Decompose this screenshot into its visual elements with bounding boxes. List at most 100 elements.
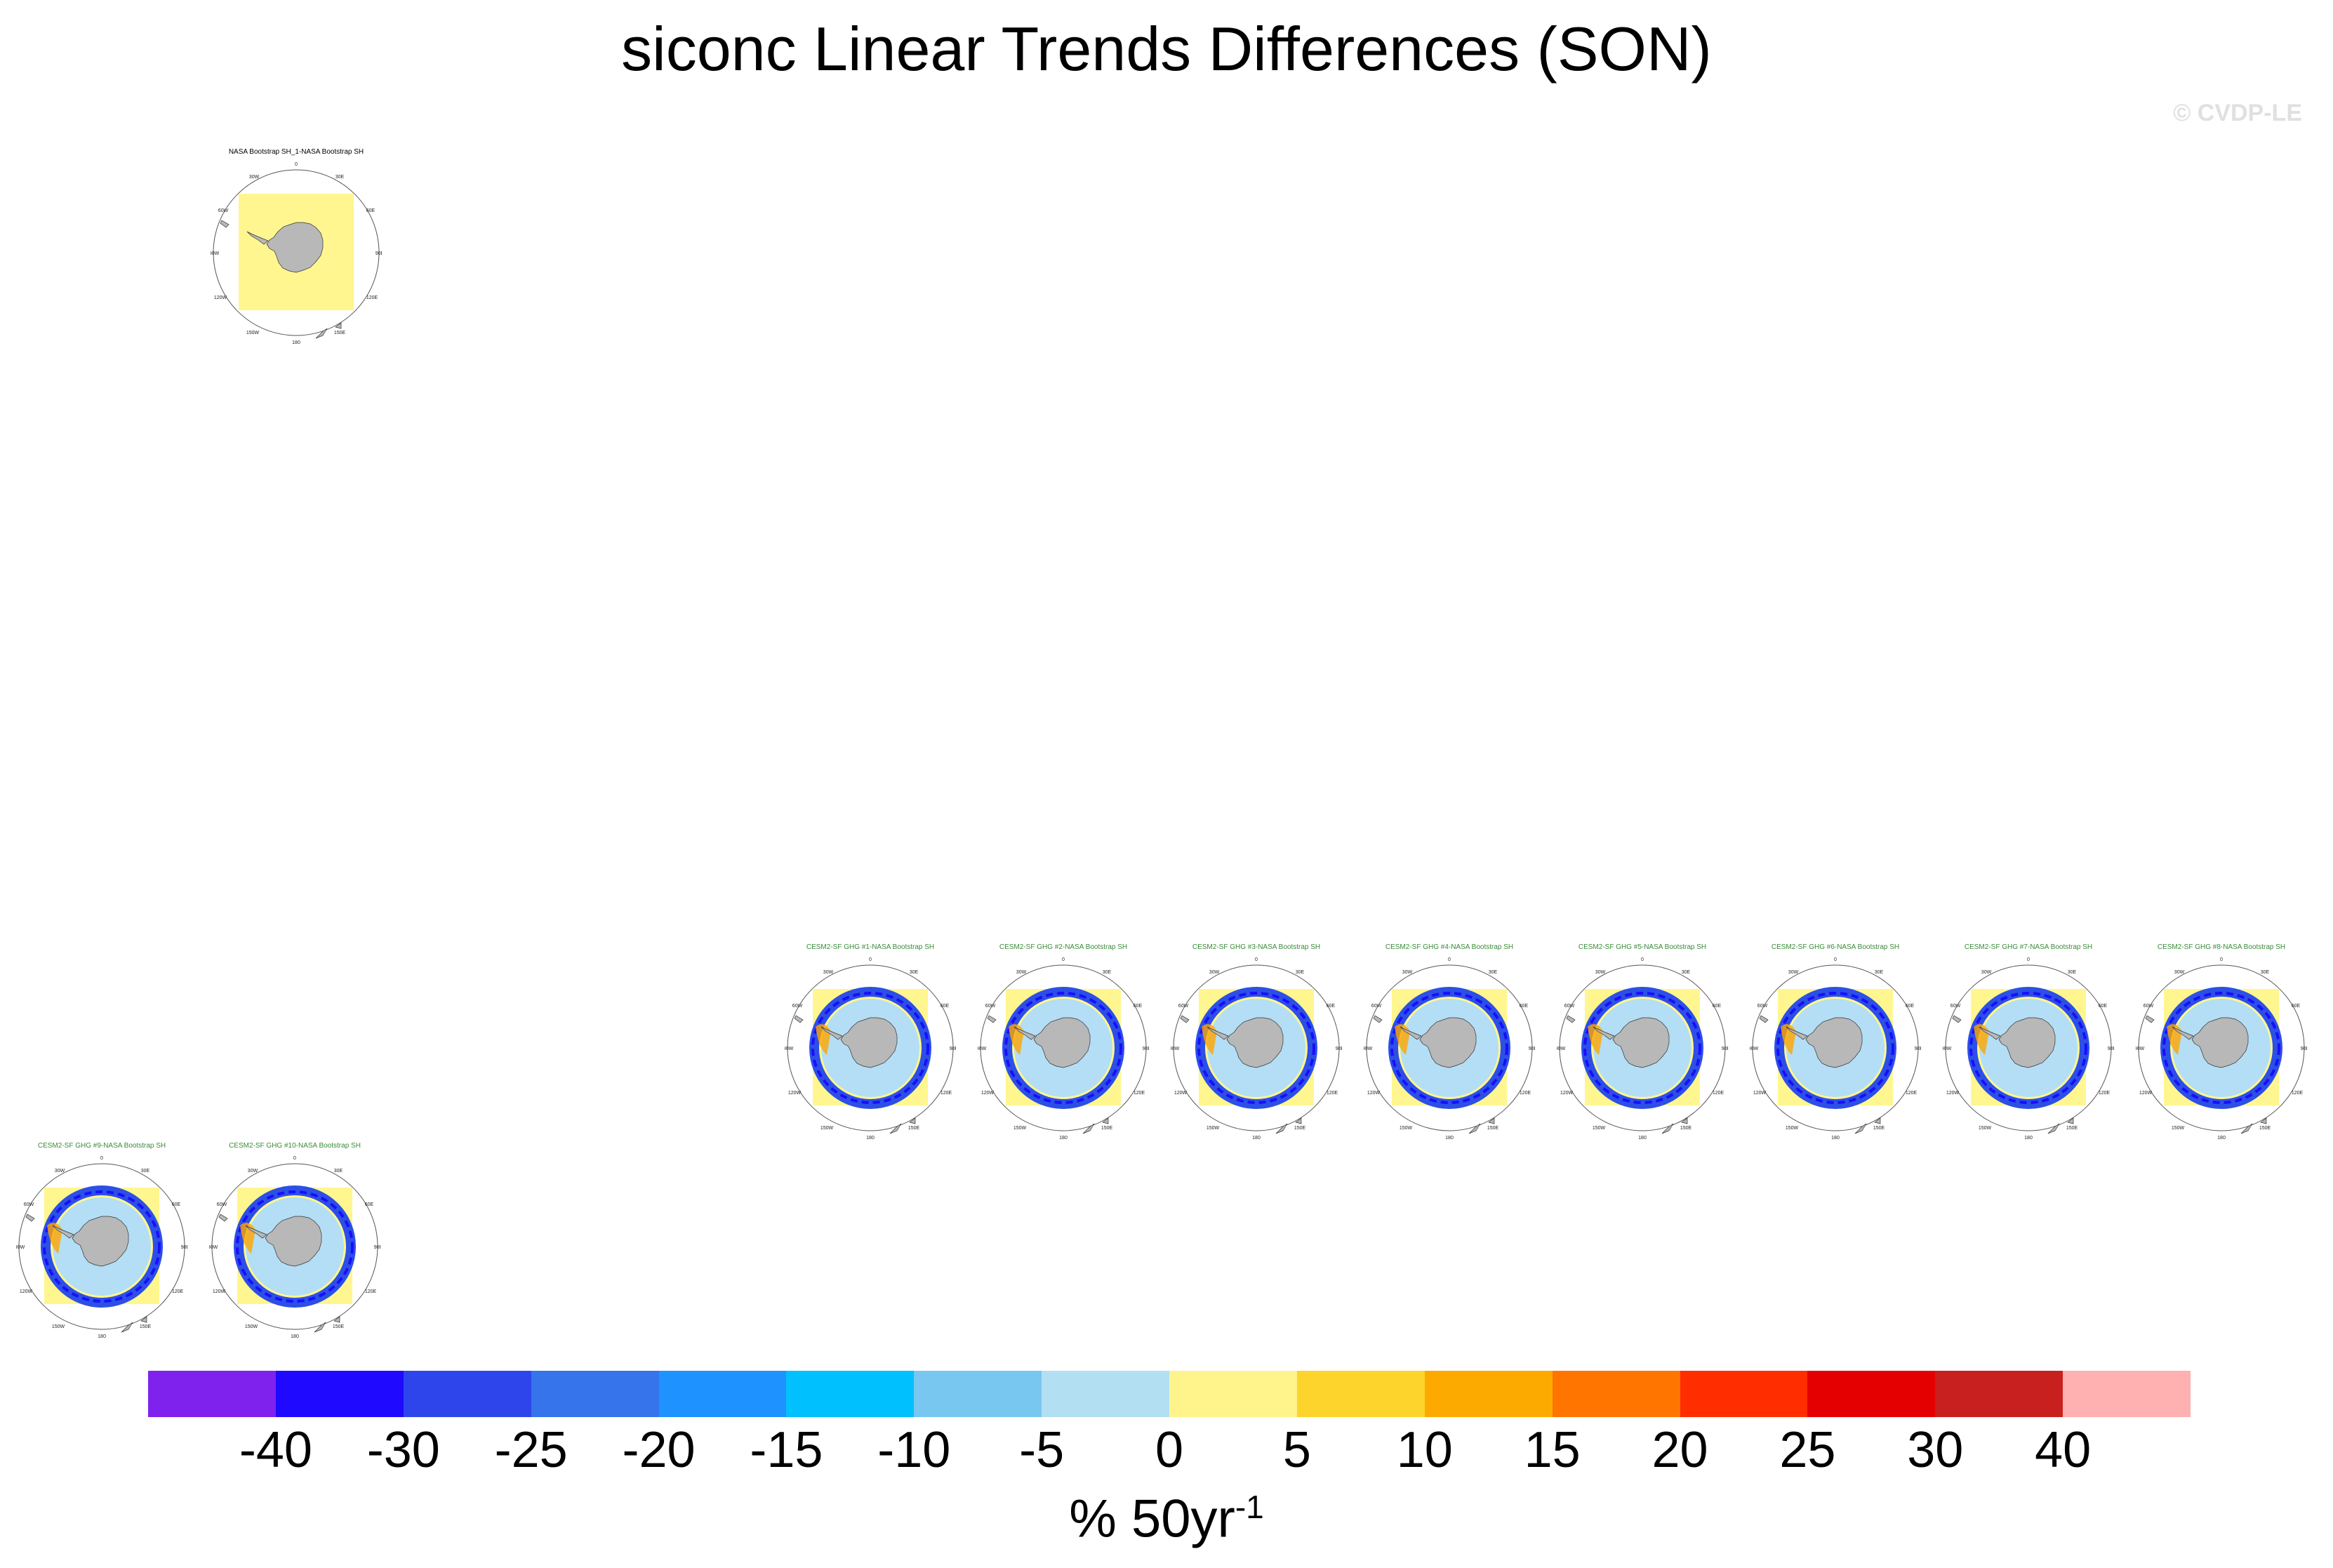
longitude-label: 60W (1178, 1004, 1189, 1009)
colorbar-box (1935, 1371, 2063, 1417)
antarctica-land (266, 222, 324, 273)
longitude-label: 30E (1875, 970, 1884, 975)
longitude-label: 90E (1915, 1047, 1921, 1051)
colorbar-tick-label: -15 (750, 1422, 823, 1478)
ice-edge-trend-ring (1390, 992, 1508, 1104)
figure-title: siconc Linear Trends Differences (SON) (621, 14, 1712, 84)
longitude-label: 120E (1520, 1091, 1531, 1096)
ice-edge-trend-ring (43, 1190, 161, 1303)
longitude-label: 180 (1059, 1136, 1068, 1139)
peninsula-land (2172, 1026, 2194, 1040)
peninsula-land (1593, 1026, 1615, 1040)
longitude-label: 90W (16, 1245, 25, 1250)
longitude-label: 0 (293, 1156, 296, 1161)
longitude-label: 0 (1255, 957, 1258, 962)
longitude-label: 30W (1016, 970, 1027, 975)
colorbar-tick-label: -20 (622, 1422, 696, 1478)
longitude-label: 90W (209, 1245, 218, 1250)
antarctica-land (1998, 1017, 2056, 1068)
tasmania-land (2260, 1117, 2267, 1124)
colorbar-box (148, 1371, 276, 1417)
new-zealand-land (314, 1322, 326, 1333)
longitude-label: 60W (218, 208, 229, 213)
longitude-label: 90E (1143, 1047, 1149, 1051)
tasmania-land (1295, 1117, 1302, 1124)
longitude-label: 90E (181, 1245, 187, 1250)
longitude-label: 30W (1981, 970, 1992, 975)
longitude-label: 180 (1252, 1136, 1261, 1139)
map-panel-member-7: CESM2-SF GHG #7-NASA Bootstrap SH 0 30E 30… (1943, 943, 2114, 1142)
tasmania-land (335, 322, 342, 329)
panel-title: CESM2-SF GHG #9-NASA Bootstrap SH (37, 1142, 166, 1150)
longitude-label: 150W (1593, 1126, 1606, 1131)
longitude-label: 90E (1722, 1047, 1728, 1051)
longitude-label: 90E (1529, 1047, 1535, 1051)
longitude-label: 60W (1950, 1004, 1961, 1009)
longitude-label: 120W (1946, 1091, 1960, 1096)
longitude-label: 60E (1327, 1004, 1336, 1009)
peninsula-land (52, 1225, 74, 1239)
antarctica-land (72, 1216, 129, 1267)
ice-edge-trend-ring (1969, 992, 2087, 1104)
longitude-label: 120E (2292, 1091, 2304, 1096)
longitude-label: 30W (2174, 970, 2185, 975)
longitude-label: 150E (333, 1324, 345, 1329)
longitude-label: 0 (2027, 957, 2030, 962)
south-america-land (218, 1214, 228, 1222)
longitude-label: 180 (2024, 1136, 2033, 1139)
colorbar-box (658, 1371, 787, 1417)
longitude-label: 0 (2220, 957, 2223, 962)
panel-title: CESM2-SF GHG #10-NASA Bootstrap SH (229, 1142, 361, 1150)
colorbar-box (1424, 1371, 1553, 1417)
colorbar-box (914, 1371, 1042, 1417)
new-zealand-land (2240, 1123, 2253, 1134)
ice-edge-trend-ring (1776, 992, 1894, 1104)
longitude-label: 180 (98, 1334, 106, 1338)
longitude-label: 120E (172, 1289, 184, 1294)
colorbar-tick-label: 40 (2035, 1422, 2092, 1478)
longitude-label: 0 (1641, 957, 1644, 962)
map-panel-obs: NASA Bootstrap SH_1-NASA Bootstrap SH 0 3… (211, 147, 382, 347)
longitude-label: 180 (1445, 1136, 1454, 1139)
longitude-label: 90W (1171, 1047, 1180, 1051)
panel-title: CESM2-SF GHG #6-NASA Bootstrap SH (1771, 943, 1900, 951)
tasmania-land (333, 1316, 340, 1323)
longitude-label: 0 (1448, 957, 1451, 962)
polar-map: 0 30E 30W 60E 60W 90E 90W 120E 120W 150E 150W 180 (978, 957, 1149, 1139)
longitude-label: 90W (1557, 1047, 1566, 1051)
map-panel-member-5: CESM2-SF GHG #5-NASA Bootstrap SH 0 30E 30… (1557, 943, 1728, 1142)
longitude-label: 90W (978, 1047, 987, 1051)
longitude-label: 30E (1682, 970, 1691, 975)
longitude-label: 180 (1831, 1136, 1840, 1139)
antarctica-land (1805, 1017, 1863, 1068)
longitude-label: 150E (1101, 1126, 1113, 1131)
longitude-label: 90E (2108, 1047, 2114, 1051)
tasmania-land (1488, 1117, 1495, 1124)
colorbar-tick-label: 25 (1779, 1422, 1836, 1478)
longitude-label: 0 (1834, 957, 1837, 962)
panel-title: CESM2-SF GHG #5-NASA Bootstrap SH (1578, 943, 1707, 951)
tasmania-land (1874, 1117, 1881, 1124)
colorbar-box (275, 1371, 404, 1417)
longitude-label: 60W (217, 1202, 227, 1207)
longitude-label: 150E (140, 1324, 152, 1329)
longitude-label: 150W (1786, 1126, 1799, 1131)
longitude-label: 90W (1364, 1047, 1373, 1051)
polar-map: 0 30E 30W 60E 60W 90E 90W 120E 120W 150E 150W 180 (785, 957, 956, 1139)
longitude-label: 90E (2301, 1047, 2307, 1051)
longitude-label: 30E (2068, 970, 2077, 975)
longitude-label: 90W (211, 251, 220, 256)
longitude-label: 120W (214, 295, 227, 300)
south-america-land (1759, 1015, 1769, 1023)
tasmania-land (140, 1316, 147, 1323)
longitude-label: 120E (1134, 1091, 1145, 1096)
south-america-land (1952, 1015, 1962, 1023)
longitude-label: 150E (1487, 1126, 1499, 1131)
longitude-label: 60W (24, 1202, 34, 1207)
longitude-label: 150E (1873, 1126, 1885, 1131)
panel-title: CESM2-SF GHG #7-NASA Bootstrap SH (1964, 943, 2093, 951)
units-text: % 50yr (1069, 1489, 1235, 1549)
peninsula-land (820, 1026, 843, 1040)
colorbar-tick-label: 30 (1907, 1422, 1964, 1478)
peninsula-land (246, 231, 269, 245)
